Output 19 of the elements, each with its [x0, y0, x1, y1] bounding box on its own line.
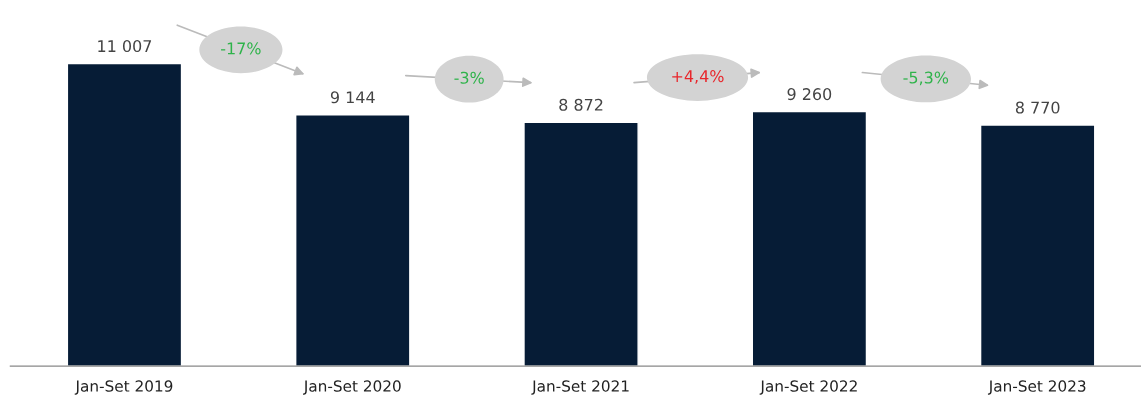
x-tick-label: Jan-Set 2023 [987, 380, 1086, 395]
data-label: 8 872 [559, 98, 603, 111]
bar [294, 114, 411, 367]
x-tick-label: Jan-Set 2022 [759, 380, 857, 395]
bar [979, 124, 1096, 367]
data-label: 9 144 [330, 91, 375, 104]
data-label: 11 007 [98, 40, 152, 53]
x-tick-label: Jan-Set 2019 [74, 380, 173, 395]
bar [751, 110, 868, 367]
annotation: -5,3% [903, 71, 949, 86]
x-tick-label: Jan-Set 2021 [531, 380, 629, 395]
text: -17% [221, 42, 261, 55]
data-label: 9 260 [787, 88, 832, 101]
data-label: 8 770 [1015, 101, 1060, 114]
x-tick-label: Jan-Set 2020 [303, 380, 401, 395]
annotation: +4,4% [672, 70, 724, 84]
annotation: -3% [454, 71, 484, 84]
bar [523, 121, 639, 367]
bar [66, 62, 183, 367]
